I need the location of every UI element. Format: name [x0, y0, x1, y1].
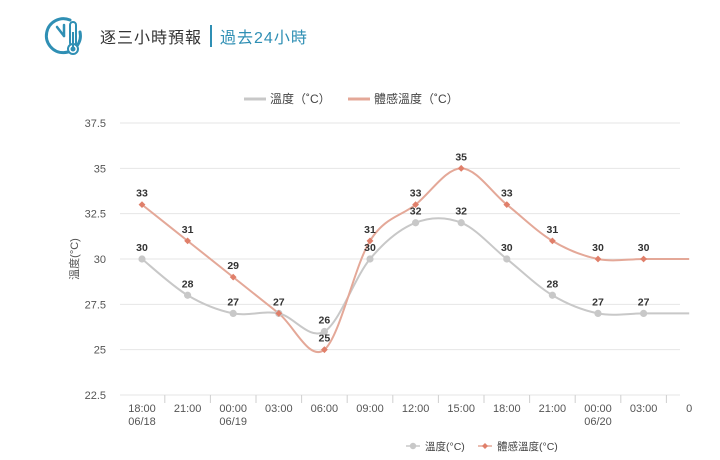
temperature-point: [366, 255, 374, 263]
temperature-point: [640, 309, 648, 317]
feels-like-point: [184, 237, 191, 245]
x-tick-label: 06:00: [311, 403, 339, 415]
temperature-data-label: 27: [638, 296, 650, 308]
feels-like-data-label: 33: [501, 188, 513, 200]
forecast-header: 逐三小時預報 過去24小時: [40, 8, 308, 64]
x-tick-label: 21:00: [539, 403, 567, 415]
x-date-label: 06/19: [219, 416, 247, 428]
feels-like-data-label: 33: [136, 188, 148, 200]
feels-like-data-label: 33: [410, 188, 422, 200]
feels-like-data-label: 31: [182, 224, 194, 236]
legend-temp-label: 溫度（˚C）: [270, 91, 331, 106]
y-tick-label: 25: [94, 345, 106, 357]
y-tick-label: 37.5: [85, 118, 106, 130]
temperature-point: [594, 309, 602, 317]
x-tick-label: 12:00: [402, 403, 430, 415]
y-tick-label: 22.5: [85, 390, 106, 402]
temperature-data-label: 27: [227, 296, 239, 308]
bottom-legend-feels-label: 體感溫度(°C): [497, 440, 558, 453]
temperature-point: [184, 291, 192, 299]
x-tick-label: 00:00: [584, 403, 612, 415]
feels-like-point: [457, 164, 465, 172]
feels-like-point: [275, 310, 283, 317]
x-tick-label: 18:00: [493, 403, 521, 415]
page-subtitle: 過去24小時: [220, 30, 308, 47]
temperature-data-label: 32: [410, 206, 422, 218]
temperature-data-label: 27: [592, 296, 604, 308]
temperature-point: [548, 291, 557, 299]
bottom-legend-feels-swatch-marker: [482, 443, 488, 449]
bottom-legend-temp-swatch-marker: [409, 442, 417, 450]
feels-like-data-label: 30: [592, 242, 604, 254]
feels-like-data-label: 31: [547, 224, 559, 236]
feels-like-point: [321, 346, 328, 354]
feels-like-point: [594, 255, 602, 263]
feels-like-point: [549, 237, 556, 245]
temperature-data-label: 28: [182, 278, 194, 290]
temperature-point: [138, 255, 146, 263]
x-date-label: 06/18: [128, 416, 156, 428]
feels-like-data-label: 27: [273, 296, 285, 308]
x-tick-label: 00:00: [219, 403, 247, 415]
temperature-data-label: 30: [364, 242, 376, 254]
temperature-data-label: 32: [455, 206, 467, 218]
temperature-point: [503, 255, 511, 263]
feels-like-data-label: 31: [364, 224, 376, 236]
temperature-data-label: 26: [319, 315, 331, 327]
temperature-point: [229, 309, 237, 317]
y-tick-label: 30: [94, 254, 106, 266]
legend-feels-label: 體感溫度（˚C）: [374, 91, 459, 106]
temperature-data-label: 28: [547, 278, 559, 290]
title-divider: [210, 25, 213, 47]
feels-like-point: [366, 237, 374, 245]
temperature-point: [412, 219, 420, 227]
feels-like-data-label: 29: [227, 260, 239, 272]
temperature-data-label: 30: [136, 242, 148, 254]
y-tick-label: 27.5: [85, 299, 106, 311]
y-tick-label: 35: [94, 163, 106, 175]
temperature-data-label: 30: [501, 242, 513, 254]
temperature-point: [320, 327, 328, 336]
y-axis-title: 溫度(°C): [67, 238, 81, 280]
bottom-legend-temp-label: 溫度(°C): [425, 440, 465, 453]
temperature-series-line: [141, 217, 690, 335]
page-title: 逐三小時預報: [100, 30, 203, 47]
feels-like-data-label: 30: [638, 242, 650, 254]
feels-like-data-label: 35: [455, 151, 467, 163]
x-tick-label: 18:00: [128, 403, 156, 415]
x-date-label: 06/20: [584, 416, 612, 428]
clock-thermometer-icon: [44, 17, 82, 55]
x-tick-label: 21:00: [174, 403, 202, 415]
feels-like-point: [412, 201, 419, 208]
feels-like-point: [229, 273, 237, 281]
x-tick-label: 15:00: [447, 403, 475, 415]
temperature-point: [457, 219, 465, 227]
x-tick-label: 03:00: [630, 403, 658, 415]
x-tick-label: 09:00: [356, 403, 384, 415]
feels-like-point: [138, 201, 146, 208]
y-tick-label: 32.5: [85, 209, 106, 221]
feels-like-point: [503, 201, 511, 208]
x-tick-label: 03:00: [265, 403, 293, 415]
feels-like-point: [640, 255, 647, 263]
feels-like-data-label: 25: [319, 333, 331, 345]
x-tick-label: 0: [686, 403, 692, 415]
